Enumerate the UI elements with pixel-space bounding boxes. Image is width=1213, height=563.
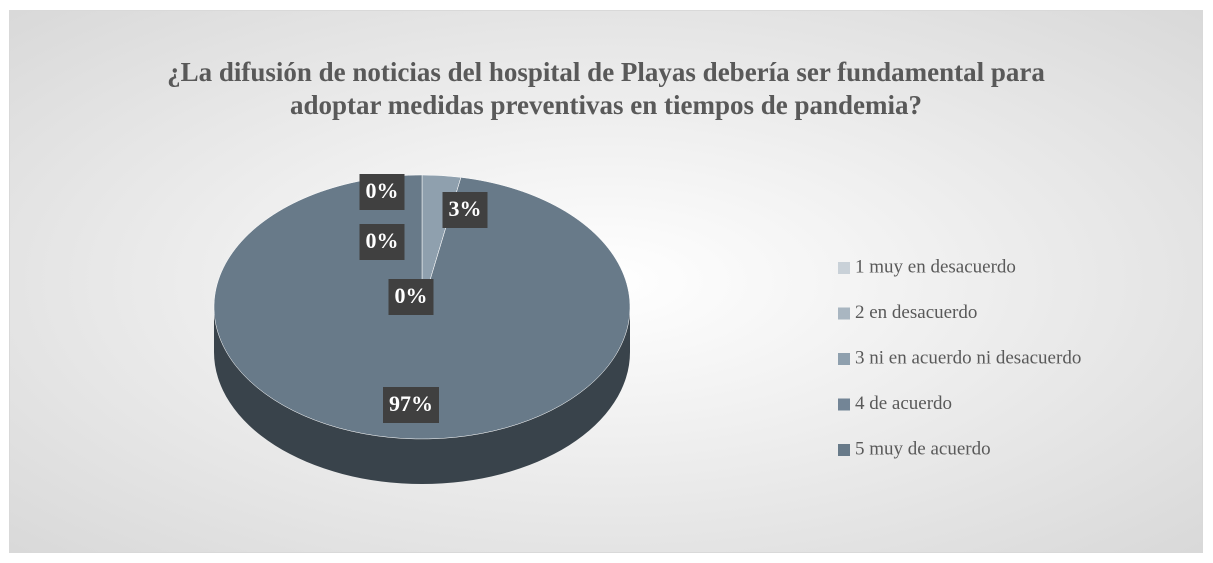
data-label: 0% [359,174,405,210]
data-label: 0% [359,224,405,260]
slice-side [214,307,630,484]
legend-swatch [838,444,850,456]
data-label-box [359,174,405,210]
legend-label: 2 en desacuerdo [855,302,977,323]
data-label: 0% [388,279,434,315]
data-label: 97% [383,387,439,423]
legend-label: 5 muy de acuerdo [855,438,991,459]
data-label-box [383,387,439,423]
legend-label: 4 de acuerdo [855,393,952,414]
data-label-box [388,279,434,315]
legend-swatch [838,398,850,411]
data-label-text: 3% [449,196,482,221]
legend-label: 3 ni en acuerdo ni desacuerdo [855,347,1081,368]
data-label-text: 0% [366,178,399,203]
legend-label: 1 muy en desacuerdo [855,256,1016,277]
data-label-text: 0% [366,228,399,253]
legend-swatch [838,262,850,274]
data-label-box [442,192,488,228]
data-label-box [359,224,405,260]
legend-swatch [838,307,850,320]
data-label-text: 97% [389,391,433,416]
data-label: 3% [442,192,488,228]
legend-swatch [838,353,850,365]
data-label-text: 0% [395,283,428,308]
chart-title: ¿La difusión de noticias del hospital de… [167,57,1045,120]
